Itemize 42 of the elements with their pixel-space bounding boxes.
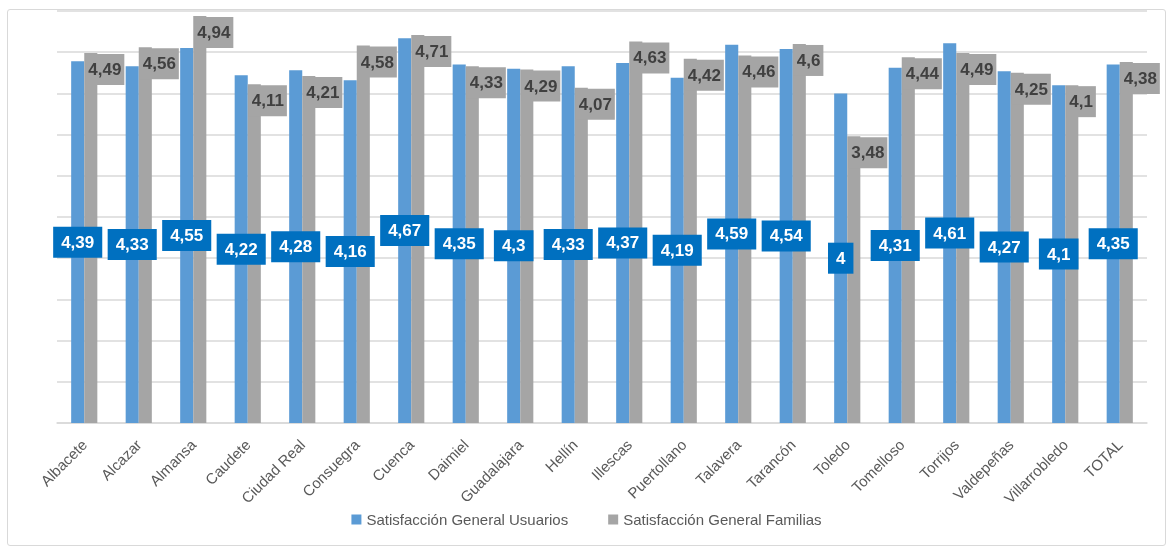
data-label: 4,37 bbox=[606, 233, 640, 253]
data-label: 4,27 bbox=[987, 237, 1021, 257]
data-label: 4,1 bbox=[1046, 244, 1071, 264]
data-label: 4,28 bbox=[279, 237, 313, 257]
data-label: 4,25 bbox=[1014, 79, 1048, 99]
legend-label: Satisfacción General Usuarios bbox=[366, 511, 569, 528]
data-label: 3,48 bbox=[851, 143, 885, 163]
data-label: 4,54 bbox=[769, 226, 804, 246]
data-label: 4,56 bbox=[142, 54, 176, 74]
data-label: 4,22 bbox=[224, 239, 258, 259]
data-label: 4,38 bbox=[1123, 69, 1157, 89]
data-label: 4,6 bbox=[796, 50, 821, 70]
data-label: 4,16 bbox=[333, 242, 367, 262]
data-label: 4,44 bbox=[905, 64, 940, 84]
data-label: 4,33 bbox=[551, 235, 585, 255]
data-label: 4,49 bbox=[88, 60, 122, 80]
data-label: 4,19 bbox=[660, 240, 694, 260]
data-label: 4,55 bbox=[170, 226, 204, 246]
data-label: 4,59 bbox=[715, 224, 749, 244]
data-label: 4,11 bbox=[251, 91, 284, 111]
data-label: 4,33 bbox=[115, 235, 149, 255]
data-label: 4 bbox=[835, 248, 846, 268]
data-label: 4,1 bbox=[1069, 92, 1093, 112]
data-label: 4,61 bbox=[933, 223, 967, 243]
data-label: 4,42 bbox=[687, 65, 721, 85]
data-label: 4,58 bbox=[360, 52, 394, 72]
data-label: 4,35 bbox=[442, 234, 476, 254]
data-label: 4,39 bbox=[61, 232, 95, 252]
legend-label: Satisfacción General Familias bbox=[623, 511, 822, 528]
data-label: 4,29 bbox=[524, 76, 558, 96]
data-label: 4,21 bbox=[306, 83, 340, 103]
data-label: 4,3 bbox=[501, 236, 526, 256]
data-label: 4,07 bbox=[578, 94, 612, 114]
data-label: 4,31 bbox=[878, 235, 912, 255]
data-label: 4,35 bbox=[1096, 234, 1130, 254]
data-label: 4,49 bbox=[960, 60, 994, 80]
data-label: 4,63 bbox=[633, 48, 667, 68]
data-label: 4,46 bbox=[742, 62, 776, 82]
data-label: 4,67 bbox=[388, 221, 422, 241]
data-label: 4,94 bbox=[197, 22, 231, 42]
data-label: 4,33 bbox=[469, 73, 503, 93]
data-label: 4,71 bbox=[415, 41, 449, 61]
